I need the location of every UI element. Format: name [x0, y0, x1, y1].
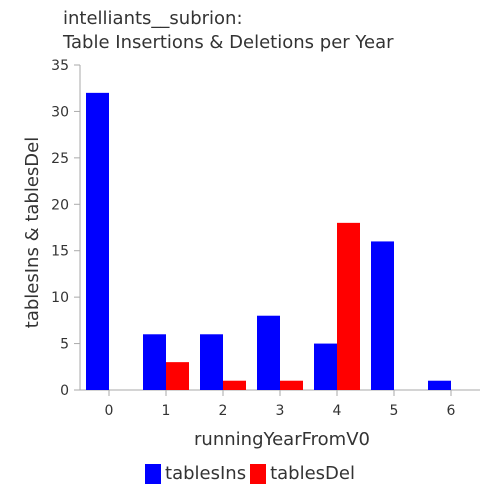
legend-item-tablesDel: tablesDel [250, 463, 355, 484]
x-tick-label: 0 [105, 403, 114, 419]
bar-tablesIns-4 [314, 343, 337, 390]
bar-tablesIns-1 [143, 334, 166, 390]
chart-title-line-2: Table Insertions & Deletions per Year [63, 32, 394, 53]
legend-item-tablesIns: tablesIns [145, 463, 246, 484]
legend-label-tablesIns: tablesIns [165, 463, 247, 484]
legend-swatch-tablesDel [250, 463, 267, 484]
bar-tablesIns-0 [86, 92, 109, 390]
y-tick-label: 25 [51, 151, 69, 167]
bar-tablesIns-6 [428, 380, 451, 390]
x-axis-label: runningYearFromV0 [194, 429, 370, 450]
y-tick-label: 5 [60, 337, 69, 353]
bar-tablesIns-2 [200, 334, 223, 390]
y-tick-label: 0 [60, 383, 69, 399]
x-tick-label: 5 [390, 403, 399, 419]
x-tick-label: 4 [333, 403, 342, 419]
y-axis-label: tablesIns & tablesDel [22, 137, 43, 328]
legend-label-tablesDel: tablesDel [270, 463, 355, 484]
bar-tablesIns-5 [371, 241, 394, 390]
chart-title-line-1: intelliants__subrion: [63, 8, 243, 29]
y-tick-label: 20 [51, 197, 69, 213]
bar-tablesDel-4 [337, 222, 360, 390]
bar-tablesDel-3 [280, 380, 303, 390]
legend: tablesIns tablesDel [0, 463, 500, 484]
legend-swatch-tablesIns [145, 463, 162, 484]
bar-tablesIns-3 [257, 315, 280, 390]
x-tick-label: 6 [447, 403, 456, 419]
y-tick-label: 10 [51, 290, 69, 306]
y-tick-label: 15 [51, 244, 69, 260]
x-tick-label: 3 [276, 403, 285, 419]
y-tick-label: 35 [51, 58, 69, 74]
x-tick-label: 1 [162, 403, 171, 419]
x-tick-label: 2 [219, 403, 228, 419]
bar-tablesDel-1 [166, 362, 189, 390]
y-tick-label: 30 [51, 104, 69, 120]
bar-tablesDel-2 [223, 380, 246, 390]
